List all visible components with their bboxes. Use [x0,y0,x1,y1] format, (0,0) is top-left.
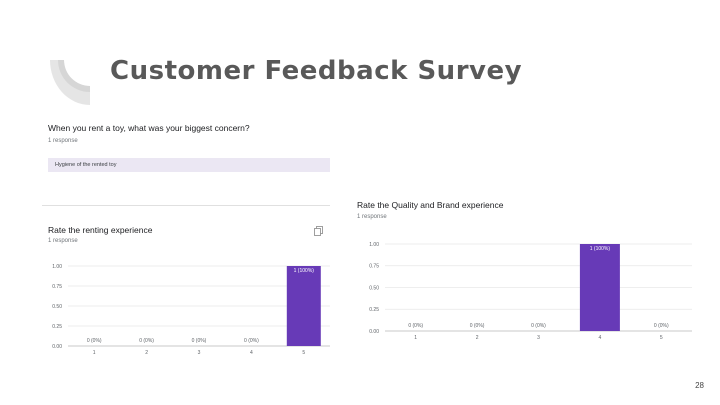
page-number: 28 [695,381,704,390]
bar-chart-quality: 0.00 0.25 0.50 0.75 1.00 0 (0%) 1 0 (0%) 2 0 (0%)… [369,242,692,341]
x-tick-label: 5 [660,335,663,341]
y-tick-label: 0.00 [369,329,379,335]
data-label: 0 (0%) [470,323,485,329]
x-tick-label: 1 [93,350,96,356]
response-count: 1 response [48,138,78,144]
x-tick-label: 3 [537,335,540,341]
x-tick-label: 5 [302,350,305,356]
data-label: 0 (0%) [139,338,154,344]
bar-chart-renting: 0.00 0.25 0.50 0.75 1.00 0 (0%) 1 0 (0%) 2 0 (0%)… [52,264,330,356]
x-tick-label: 2 [476,335,479,341]
y-tick-label: 0.00 [52,344,62,350]
y-tick-label: 0.50 [369,285,379,291]
response-count-renting: 1 response [48,238,78,244]
y-tick-label: 0.50 [52,304,62,310]
chart-title-renting: Rate the renting experience [48,225,153,235]
data-label: 0 (0%) [87,338,102,344]
y-tick-label: 0.75 [369,264,379,270]
question-title: When you rent a toy, what was your bigge… [48,123,250,133]
x-tick-label: 1 [414,335,417,341]
data-label: 1 (100%) [590,246,611,252]
data-label: 0 (0%) [244,338,259,344]
y-tick-label: 1.00 [52,264,62,270]
section-divider [42,205,330,206]
answer-text: Hygiene of the rented toy [48,158,330,172]
x-tick-label: 3 [198,350,201,356]
slide-title: Customer Feedback Survey [110,56,523,86]
data-label: 1 (100%) [294,268,315,274]
data-label: 0 (0%) [192,338,207,344]
bar [286,266,321,346]
x-tick-label: 2 [145,350,148,356]
chart-title-quality: Rate the Quality and Brand experience [357,200,504,210]
y-tick-label: 0.75 [52,284,62,290]
y-tick-label: 0.25 [369,307,379,313]
copy-chart-icon[interactable] [314,226,323,236]
response-count-quality: 1 response [357,214,387,220]
data-label: 0 (0%) [654,323,669,329]
y-tick-label: 0.25 [52,324,62,330]
decorative-corner-shape [50,60,90,105]
data-label: 0 (0%) [408,323,423,329]
x-tick-label: 4 [599,335,602,341]
y-tick-label: 1.00 [369,242,379,248]
x-tick-label: 4 [250,350,253,356]
data-label: 0 (0%) [531,323,546,329]
bar [579,244,620,331]
